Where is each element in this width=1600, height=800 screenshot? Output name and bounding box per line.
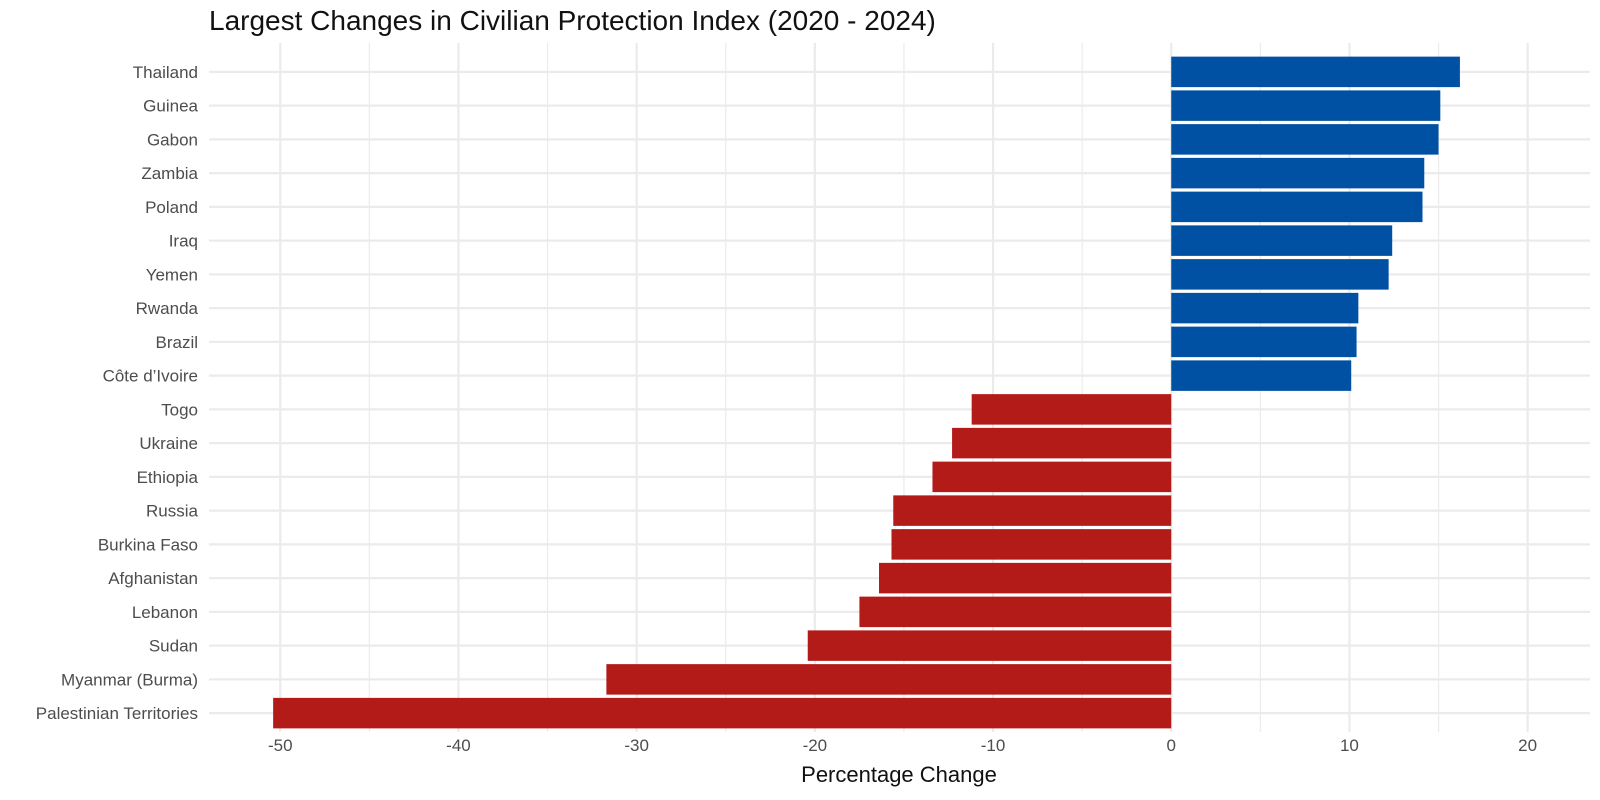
category-label: Myanmar (Burma) (61, 670, 198, 689)
x-tick-label: -30 (624, 736, 649, 755)
x-tick-label: -40 (446, 736, 471, 755)
bars (273, 56, 1460, 729)
category-label: Sudan (149, 637, 198, 656)
category-label: Ethiopia (137, 468, 199, 487)
bar (1171, 157, 1425, 189)
category-label: Thailand (133, 63, 198, 82)
bar (1171, 90, 1441, 121)
x-axis-title: Percentage Change (801, 762, 997, 787)
category-labels: Thailand Guinea Gabon Zambia Poland Iraq Yemen… (36, 63, 199, 723)
x-tick-label: 10 (1340, 736, 1359, 755)
category-label: Brazil (155, 333, 198, 352)
bar (1171, 360, 1352, 391)
bar (1171, 56, 1460, 88)
x-tick-label: -20 (803, 736, 828, 755)
bar (859, 596, 1172, 628)
bar (807, 630, 1172, 661)
bar (891, 529, 1172, 560)
chart-title: Largest Changes in Civilian Protection I… (209, 5, 936, 36)
category-label: Guinea (143, 97, 198, 116)
category-label: Lebanon (132, 603, 198, 622)
category-label: Ukraine (139, 434, 198, 453)
category-label: Burkina Faso (98, 535, 198, 554)
bar (273, 697, 1172, 729)
x-tick-label: -10 (981, 736, 1006, 755)
x-tick-labels: -50 -40 -30 -20 -10 0 10 20 (268, 736, 1537, 755)
category-label: Côte d’Ivoire (103, 367, 198, 386)
bar (1171, 292, 1359, 324)
bar (1171, 259, 1389, 290)
category-label: Zambia (141, 164, 198, 183)
x-tick-label: -50 (268, 736, 293, 755)
category-label: Poland (145, 198, 198, 217)
category-label: Yemen (146, 265, 198, 284)
category-label: Russia (146, 502, 199, 521)
category-label: Gabon (147, 130, 198, 149)
bar (932, 461, 1172, 493)
bar (1171, 124, 1439, 155)
bar (1171, 225, 1393, 256)
category-label: Palestinian Territories (36, 704, 198, 723)
bar (971, 394, 1172, 425)
category-label: Afghanistan (108, 569, 198, 588)
bar (893, 495, 1172, 526)
category-label: Iraq (169, 232, 198, 251)
x-tick-label: 20 (1518, 736, 1537, 755)
x-tick-label: 0 (1167, 736, 1176, 755)
bar (879, 562, 1172, 594)
bar (1171, 191, 1423, 223)
category-label: Rwanda (136, 299, 199, 318)
bar (952, 427, 1172, 459)
category-label: Togo (161, 400, 198, 419)
bar (1171, 326, 1357, 358)
bar (606, 664, 1172, 695)
